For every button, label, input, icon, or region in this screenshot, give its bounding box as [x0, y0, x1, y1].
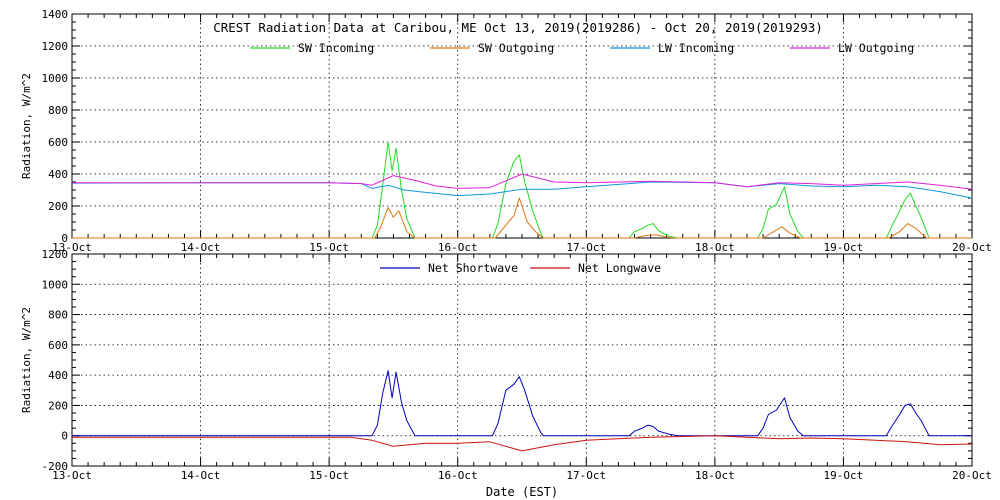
x-tick-label: 19-Oct — [824, 241, 864, 254]
y-tick-label: 1200 — [42, 248, 69, 261]
y-tick-label: -200 — [42, 460, 69, 473]
series-line-net-shortwave — [72, 370, 972, 437]
legend-label-lw-outgoing: LW Outgoing — [838, 41, 914, 55]
y-tick-label: 400 — [48, 369, 68, 382]
y-axis-label: Radiation, W/m^2 — [20, 307, 33, 413]
x-tick-label: 16-Oct — [438, 241, 478, 254]
legend-label-sw-incoming: SW Incoming — [298, 41, 374, 55]
y-tick-label: 200 — [48, 200, 68, 213]
x-tick-label: 16-Oct — [438, 469, 478, 482]
x-tick-label: 13-Oct — [52, 469, 92, 482]
x-tick-label: 18-Oct — [695, 241, 735, 254]
x-tick-label: 15-Oct — [309, 469, 349, 482]
y-tick-label: 600 — [48, 136, 68, 149]
y-tick-label: 0 — [61, 232, 68, 245]
x-tick-label: 14-Oct — [181, 241, 221, 254]
y-tick-label: 1200 — [42, 40, 69, 53]
y-tick-label: 600 — [48, 339, 68, 352]
top-panel-radiation-components: 0 200 400 600 800 1000 1200 1400 13-Oct 14-Oct 15-… — [20, 8, 992, 254]
y-tick-label: 1000 — [42, 72, 69, 85]
y-tick-label: 0 — [61, 430, 68, 443]
y-tick-label: 1000 — [42, 278, 69, 291]
legend-label-net-longwave: Net Longwave — [578, 261, 661, 275]
series-line-net-longwave — [72, 435, 973, 452]
legend-label-lw-incoming: LW Incoming — [658, 41, 734, 55]
legend-label-sw-outgoing: SW Outgoing — [478, 41, 554, 55]
x-tick-label: 17-Oct — [566, 241, 606, 254]
x-axis-label: Date (EST) — [486, 485, 558, 499]
chart-title: CREST Radiation Data at Caribou, ME Oct … — [213, 20, 823, 35]
series-line-sw-outgoing — [72, 197, 972, 239]
y-tick-label: 800 — [48, 309, 68, 322]
bottom-panel-net-radiation: -200 0 200 400 600 800 1000 1200 13-Oct 14-Oct 15-… — [20, 248, 992, 499]
x-tick-label: 13-Oct — [52, 241, 92, 254]
series-line-lw-incoming — [71, 181, 973, 199]
y-tick-label: 400 — [48, 168, 68, 181]
y-axis-label: Radiation, W/m^2 — [20, 73, 33, 179]
x-tick-label: 15-Oct — [309, 241, 349, 254]
plot-frame — [71, 13, 973, 239]
x-tick-label: 18-Oct — [695, 469, 735, 482]
x-tick-label: 14-Oct — [181, 469, 221, 482]
y-tick-label: 800 — [48, 104, 68, 117]
x-tick-label: 20-Oct — [952, 469, 992, 482]
legend-label-net-shortwave: Net Shortwave — [428, 261, 518, 275]
y-tick-label: 200 — [48, 399, 68, 412]
series-line-lw-outgoing — [72, 173, 973, 190]
series-line-sw-incoming — [72, 141, 972, 239]
plot-frame — [71, 253, 973, 467]
y-tick-label: 1400 — [42, 8, 69, 21]
x-tick-label: 19-Oct — [824, 469, 864, 482]
x-tick-label: 20-Oct — [952, 241, 992, 254]
x-tick-label: 17-Oct — [566, 469, 606, 482]
